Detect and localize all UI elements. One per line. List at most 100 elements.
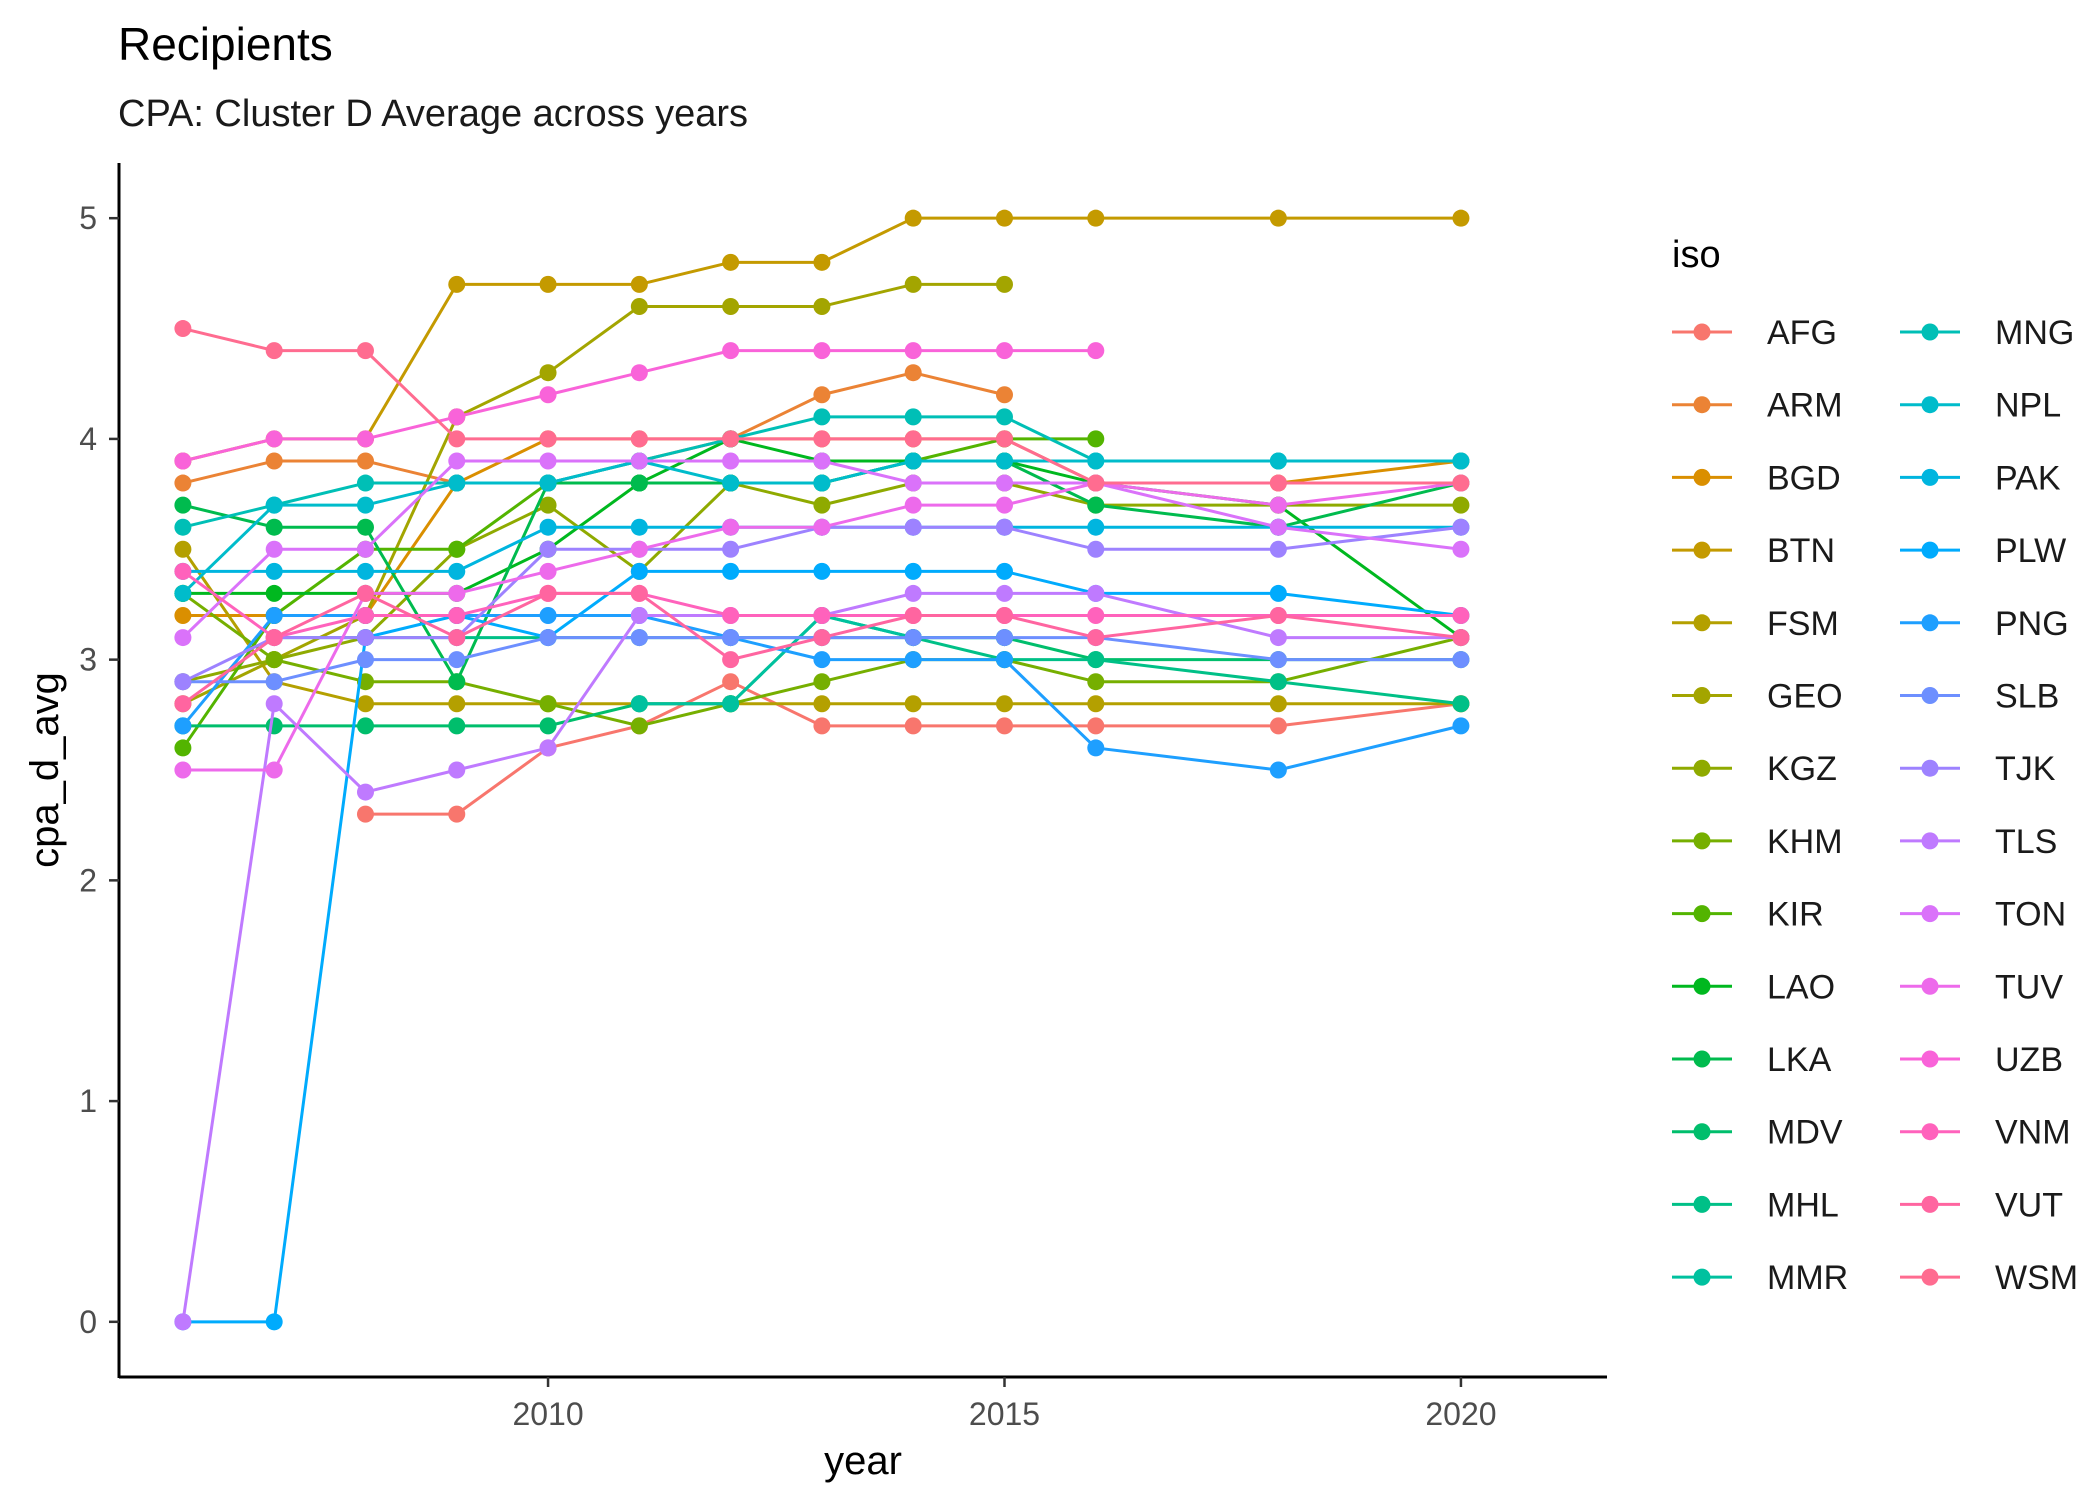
data-point-ton-2009: [448, 452, 466, 470]
data-point-btn-2011: [630, 275, 648, 293]
data-point-btn-2014: [904, 209, 922, 227]
data-point-plw-2012: [722, 562, 740, 580]
data-point-afg-2012: [722, 673, 740, 691]
data-point-pak-2010: [539, 518, 557, 536]
data-point-wsm-2008: [356, 342, 374, 360]
data-point-arm-2013: [813, 386, 831, 404]
data-point-lka-2007: [265, 518, 283, 536]
data-point-png-2020: [1452, 717, 1470, 735]
data-point-tuv-2013: [813, 518, 831, 536]
legend-label: LAO: [1767, 968, 1835, 1006]
data-point-ton-2008: [356, 540, 374, 558]
y-axis-ticks: 0 1 2 3 4 5: [79, 200, 119, 1340]
legend-key-point: [1693, 541, 1711, 559]
data-point-tjk-2006: [174, 673, 192, 691]
data-point-npl-2012: [722, 474, 740, 492]
data-point-fsm-2018: [1269, 695, 1287, 713]
data-point-ton-2011: [630, 452, 648, 470]
data-point-uzb-2013: [813, 342, 831, 360]
legend-item-afg: AFG: [1672, 314, 1837, 352]
legend-key-point: [1921, 1123, 1939, 1141]
legend-key-point: [1693, 468, 1711, 486]
data-point-slb-2014: [904, 629, 922, 647]
data-point-mng-2013: [813, 408, 831, 426]
legend-item-ton: TON: [1900, 896, 2066, 934]
legend-key-point: [1693, 832, 1711, 850]
x-axis-ticks: 2010 2015 2020: [512, 1377, 1497, 1432]
legend-item-geo: GEO: [1672, 678, 1843, 716]
legend-key-point: [1921, 759, 1939, 777]
data-point-uzb-2008: [356, 430, 374, 448]
data-point-tls-2008: [356, 783, 374, 801]
legend-item-mdv: MDV: [1672, 1114, 1843, 1152]
data-point-kir-2009: [448, 540, 466, 558]
series-uzb: [174, 342, 1105, 470]
data-point-uzb-2015: [995, 342, 1013, 360]
data-point-slb-2009: [448, 651, 466, 669]
legend-item-uzb: UZB: [1900, 1041, 2063, 1079]
data-point-pak-2016: [1087, 518, 1105, 536]
data-point-npl-2010: [539, 474, 557, 492]
data-point-lka-2006: [174, 496, 192, 514]
data-point-kgz-2010: [539, 496, 557, 514]
legend-key-point: [1693, 1268, 1711, 1286]
data-point-arm-2014: [904, 364, 922, 382]
data-point-ton-2013: [813, 452, 831, 470]
data-point-tuv-2018: [1269, 496, 1287, 514]
data-point-wsm-2014: [904, 430, 922, 448]
legend-label: TON: [1995, 896, 2066, 934]
legend-item-lka: LKA: [1672, 1041, 1832, 1079]
data-point-uzb-2006: [174, 452, 192, 470]
legend-label: AFG: [1767, 314, 1837, 352]
legend-item-fsm: FSM: [1672, 605, 1839, 643]
x-tick-label: 2015: [969, 1396, 1040, 1432]
legend-label: KIR: [1767, 896, 1824, 934]
data-point-tuv-2014: [904, 496, 922, 514]
legend-label: TJK: [1995, 750, 2056, 788]
data-point-afg-2008: [356, 805, 374, 823]
data-point-uzb-2010: [539, 386, 557, 404]
legend-item-wsm: WSM: [1900, 1259, 2078, 1297]
data-point-slb-2012: [722, 629, 740, 647]
data-point-vut-2013: [813, 629, 831, 647]
data-point-ton-2020: [1452, 540, 1470, 558]
legend-key-point: [1921, 541, 1939, 559]
data-point-slb-2011: [630, 629, 648, 647]
legend-key-point: [1921, 1050, 1939, 1068]
data-point-vut-2012: [722, 651, 740, 669]
data-point-arm-2008: [356, 452, 374, 470]
x-tick-label: 2010: [512, 1396, 583, 1432]
data-point-tuv-2012: [722, 518, 740, 536]
legend-item-lao: LAO: [1672, 968, 1835, 1006]
data-point-ton-2010: [539, 452, 557, 470]
data-point-vut-2010: [539, 584, 557, 602]
legend-key-point: [1693, 759, 1711, 777]
data-point-plw-2011: [630, 562, 648, 580]
data-point-khm-2010: [539, 695, 557, 713]
legend-label: GEO: [1767, 678, 1843, 716]
data-point-geo-2010: [539, 364, 557, 382]
data-point-npl-2016: [1087, 452, 1105, 470]
legend: iso AFG ARM BGD BTN FSM GEO KGZ KHM KIR LAO LKA MDV…: [1672, 234, 2078, 1297]
data-point-tjk-2016: [1087, 540, 1105, 558]
data-point-kgz-2013: [813, 496, 831, 514]
data-point-uzb-2014: [904, 342, 922, 360]
data-point-png-2007: [265, 606, 283, 624]
legend-label: PAK: [1995, 459, 2061, 497]
y-axis-title: cpa_d_avg: [23, 672, 67, 868]
data-point-lka-2016: [1087, 496, 1105, 514]
y-tick-label: 2: [79, 862, 97, 898]
data-point-slb-2020: [1452, 651, 1470, 669]
data-point-vnm-2008: [356, 606, 374, 624]
data-point-kir-2016: [1087, 430, 1105, 448]
data-point-mhl-2018: [1269, 673, 1287, 691]
data-point-geo-2014: [904, 275, 922, 293]
data-point-npl-2014: [904, 452, 922, 470]
legend-item-kgz: KGZ: [1672, 750, 1837, 788]
data-point-tjk-2018: [1269, 540, 1287, 558]
legend-item-vut: VUT: [1900, 1186, 2063, 1224]
data-point-slb-2010: [539, 629, 557, 647]
series-wsm: [174, 320, 1470, 492]
data-point-uzb-2012: [722, 342, 740, 360]
